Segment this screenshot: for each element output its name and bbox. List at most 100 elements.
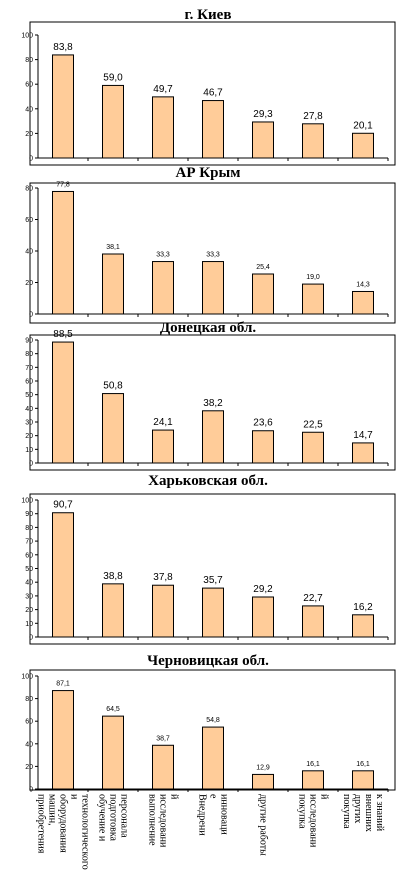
y-tick-label: 30 bbox=[25, 420, 33, 427]
y-tick-label: 60 bbox=[25, 552, 33, 559]
bar bbox=[202, 100, 224, 159]
data-label: 77,8 bbox=[56, 181, 70, 188]
category-label: е bbox=[208, 794, 219, 799]
data-label: 16,2 bbox=[353, 602, 373, 613]
data-label: 16,1 bbox=[306, 761, 320, 768]
y-tick-label: 80 bbox=[25, 696, 33, 703]
category-label: инноваци bbox=[219, 794, 230, 835]
data-label: 19,0 bbox=[306, 274, 320, 281]
bar bbox=[202, 410, 224, 464]
chart-title: АР Крым bbox=[176, 165, 241, 181]
y-tick-label: 20 bbox=[25, 764, 33, 771]
category-label: и bbox=[69, 794, 80, 800]
data-label: 29,2 bbox=[253, 584, 273, 595]
y-tick-label: 40 bbox=[25, 741, 33, 748]
y-tick-label: 60 bbox=[25, 719, 33, 726]
bar bbox=[52, 341, 74, 464]
category-label: приобретения bbox=[36, 794, 47, 854]
data-label: 87,1 bbox=[56, 681, 70, 688]
y-tick-label: 60 bbox=[25, 82, 33, 89]
y-tick-label: 60 bbox=[25, 379, 33, 386]
data-label: 83,8 bbox=[53, 42, 73, 53]
category-label: обучение и bbox=[97, 794, 108, 842]
y-tick-label: 80 bbox=[25, 525, 33, 532]
category-label: й bbox=[169, 794, 180, 800]
data-label: 12,9 bbox=[256, 764, 270, 771]
y-tick-label: 90 bbox=[25, 338, 33, 345]
bar bbox=[102, 715, 124, 790]
chart-title: Донецкая обл. bbox=[160, 320, 257, 336]
y-tick-label: 70 bbox=[25, 365, 33, 372]
category-label: исследовани bbox=[308, 794, 319, 848]
y-tick-label: 10 bbox=[25, 447, 33, 454]
data-label: 50,8 bbox=[103, 381, 123, 392]
chart-panel-4: Харьковская обл. 0 10 20 30 40 50 60 70 80 90 100 90… bbox=[21, 473, 396, 645]
y-tick-label: 100 bbox=[21, 674, 33, 681]
data-label: 37,8 bbox=[153, 572, 173, 583]
bar bbox=[302, 283, 324, 315]
y-tick-label: 70 bbox=[25, 539, 33, 546]
data-label: 38,8 bbox=[103, 571, 123, 582]
category-label: й bbox=[319, 794, 330, 800]
y-tick-label: 0 bbox=[29, 635, 33, 642]
bar bbox=[352, 290, 374, 315]
bar bbox=[52, 512, 74, 638]
bar bbox=[302, 431, 324, 464]
y-tick-label: 80 bbox=[25, 186, 33, 193]
category-label: Внедрени bbox=[197, 794, 208, 836]
bar bbox=[202, 726, 224, 790]
data-label: 38,7 bbox=[156, 735, 170, 742]
category-label: внешних bbox=[363, 794, 374, 832]
data-label: 49,7 bbox=[153, 84, 173, 95]
data-label: 22,5 bbox=[303, 419, 323, 430]
data-label: 16,1 bbox=[356, 761, 370, 768]
y-tick-label: 0 bbox=[29, 156, 33, 163]
data-label: 90,7 bbox=[53, 500, 73, 511]
bar bbox=[152, 744, 174, 790]
y-tick-label: 80 bbox=[25, 57, 33, 64]
bar bbox=[352, 770, 374, 790]
bar bbox=[152, 429, 174, 464]
bar bbox=[352, 132, 374, 159]
data-label: 24,1 bbox=[153, 417, 173, 428]
data-label: 20,1 bbox=[353, 120, 373, 131]
bar bbox=[52, 54, 74, 159]
y-tick-label: 20 bbox=[25, 280, 33, 287]
data-label: 33,3 bbox=[156, 252, 170, 259]
category-label: других bbox=[352, 794, 363, 823]
data-label: 46,7 bbox=[203, 88, 223, 99]
y-tick-label: 0 bbox=[29, 787, 33, 794]
bar bbox=[252, 430, 274, 464]
chart-panel-5: Черновицкая обл. 0 20 40 60 80 100 87,1 64,5 38,7… bbox=[21, 653, 396, 870]
category-label: исследовани bbox=[158, 794, 169, 848]
chart-panel-3: Донецкая обл. 0 10 20 30 40 50 60 70 80 90 88,5 50,8… bbox=[25, 320, 396, 471]
bar bbox=[252, 273, 274, 315]
bar bbox=[152, 96, 174, 159]
y-tick-label: 0 bbox=[29, 312, 33, 319]
category-label: выполнение bbox=[147, 794, 158, 846]
bar bbox=[202, 261, 224, 315]
bar bbox=[102, 583, 124, 638]
data-label: 27,8 bbox=[303, 111, 323, 122]
bar bbox=[252, 121, 274, 159]
bar bbox=[102, 393, 124, 464]
bar bbox=[52, 690, 74, 790]
chart-title: г. Киев bbox=[185, 7, 232, 23]
y-tick-label: 60 bbox=[25, 217, 33, 224]
category-label: другие работы bbox=[258, 794, 269, 856]
y-tick-label: 50 bbox=[25, 392, 33, 399]
bar bbox=[202, 587, 224, 638]
bar bbox=[252, 596, 274, 638]
bar bbox=[52, 190, 74, 315]
data-label: 59,0 bbox=[103, 72, 123, 83]
chart-panel-2: АР Крым 0 20 40 60 80 77,8 38,1 33,3 33,3 25,4 19,0… bbox=[25, 165, 396, 324]
bar bbox=[302, 123, 324, 159]
chart-title: Харьковская обл. bbox=[148, 473, 268, 489]
y-tick-label: 20 bbox=[25, 131, 33, 138]
data-label: 64,5 bbox=[106, 706, 120, 713]
data-label: 33,3 bbox=[206, 252, 220, 259]
bar bbox=[302, 770, 324, 790]
chart-title: Черновицкая обл. bbox=[147, 653, 269, 669]
category-label: персонала bbox=[119, 794, 130, 838]
